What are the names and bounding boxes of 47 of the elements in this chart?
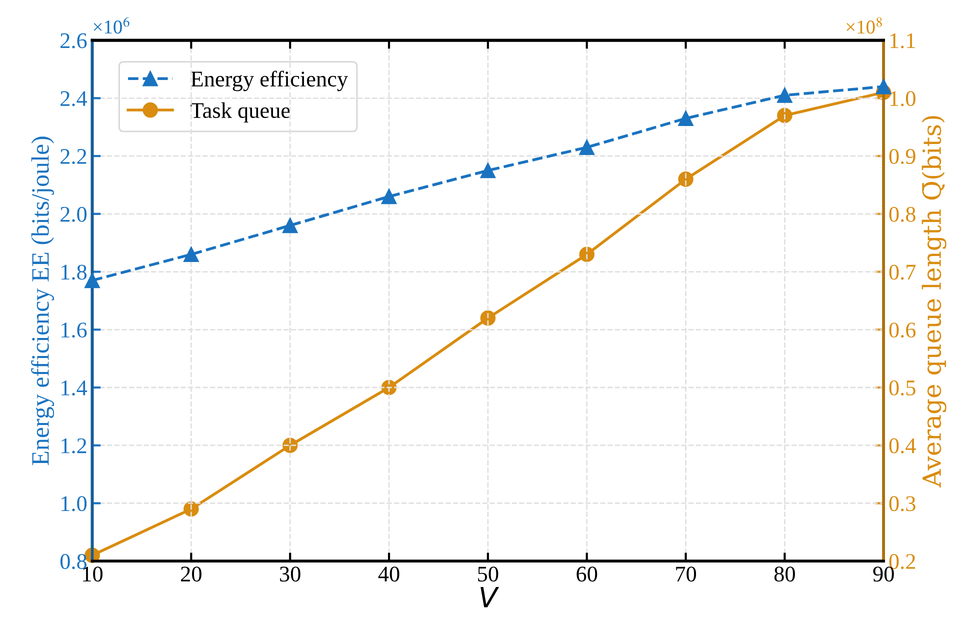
- y2-tick-label: 1.0: [890, 91, 916, 106]
- y-tick-label: 0.8: [60, 554, 87, 570]
- point: [678, 110, 694, 126]
- y2-tick-label: 1.1: [890, 33, 915, 48]
- y-tick-label: 2.4: [60, 91, 88, 106]
- y-tick-label: 1.0: [62, 496, 87, 512]
- text: ×10$^{6}$: [94, 17, 130, 34]
- y2-tick-label: 0.3: [889, 496, 916, 512]
- point: [480, 310, 496, 326]
- y-tick-label: 1.2: [62, 438, 86, 454]
- y2-axis-title: Average queue length Q̄(bits): [922, 116, 946, 488]
- x-axis-title: V: [480, 586, 500, 608]
- x-tick-label: 80: [774, 566, 795, 582]
- y2-tick-label: 0.8: [889, 206, 916, 222]
- y2-tick-label: 0.4: [889, 438, 916, 454]
- point: [777, 108, 792, 124]
- point: [381, 188, 397, 204]
- point: [579, 246, 594, 262]
- x-tick-label: 30: [280, 566, 300, 582]
- point: [84, 272, 100, 288]
- legend-label: Energy efficiency: [190, 70, 348, 92]
- y2-tick-label: 0.5: [889, 380, 916, 396]
- x-tick-label: 70: [676, 566, 696, 582]
- y-tick-label: 2.0: [60, 206, 87, 222]
- y2-tick-label: 0.6: [889, 322, 916, 338]
- y-tick-label: 1.8: [62, 264, 87, 280]
- point: [876, 78, 892, 94]
- x-tick-label: 60: [576, 566, 598, 582]
- text: ×10$^{8}$: [846, 17, 882, 34]
- point: [579, 140, 594, 155]
- point: [282, 218, 298, 234]
- legend-label: Task queue: [190, 102, 290, 123]
- x-tick-label: 50: [478, 566, 498, 582]
- y-tick-label: 2.2: [60, 149, 86, 164]
- point: [678, 172, 694, 187]
- y-axis-title: Energy efficiency EE (bits/joule): [31, 136, 54, 466]
- x-tick-label: 10: [83, 566, 103, 582]
- point: [480, 162, 496, 178]
- point: [777, 88, 792, 103]
- x-tick-label: 40: [378, 566, 400, 582]
- y2-tick-label: 0.7: [889, 264, 916, 280]
- y-tick-label: 1.6: [62, 322, 87, 338]
- x-tick-label: 20: [181, 566, 202, 582]
- y2-tick-label: 0.9: [889, 148, 916, 164]
- y-tick-label: 1.4: [62, 380, 88, 396]
- point: [184, 246, 199, 262]
- y-tick-label: 2.6: [60, 33, 87, 48]
